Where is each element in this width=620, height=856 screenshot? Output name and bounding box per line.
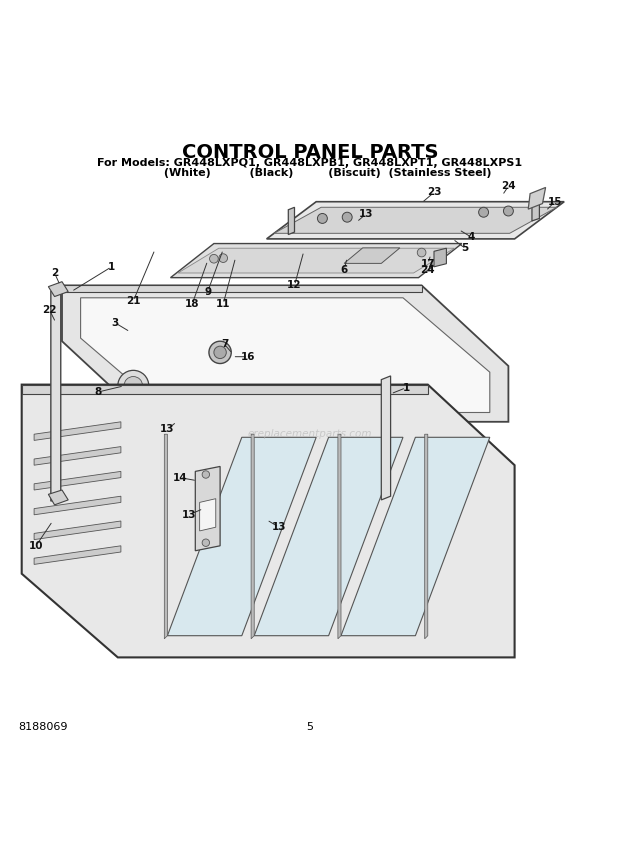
Circle shape xyxy=(202,539,210,546)
Circle shape xyxy=(503,206,513,216)
Polygon shape xyxy=(254,437,403,636)
Circle shape xyxy=(210,254,218,263)
Polygon shape xyxy=(200,499,216,531)
Text: CONTROL PANEL PARTS: CONTROL PANEL PARTS xyxy=(182,143,438,162)
Text: 4: 4 xyxy=(467,232,475,242)
Text: 16: 16 xyxy=(241,352,255,362)
Polygon shape xyxy=(195,467,220,550)
Text: 21: 21 xyxy=(126,296,141,306)
Circle shape xyxy=(219,253,228,263)
Text: 5: 5 xyxy=(461,243,469,253)
Text: 8: 8 xyxy=(94,387,102,397)
Text: For Models: GR448LXPQ1, GR448LXPB1, GR448LXPT1, GR448LXPS1: For Models: GR448LXPQ1, GR448LXPB1, GR44… xyxy=(97,158,523,169)
Circle shape xyxy=(118,371,149,401)
Circle shape xyxy=(417,248,426,257)
Polygon shape xyxy=(34,496,121,514)
Circle shape xyxy=(214,346,226,359)
Polygon shape xyxy=(167,437,316,636)
Circle shape xyxy=(317,213,327,223)
Text: ereplacementparts.com: ereplacementparts.com xyxy=(248,429,372,439)
Text: 13: 13 xyxy=(272,522,286,532)
Text: 8188069: 8188069 xyxy=(19,722,68,732)
Text: 17: 17 xyxy=(420,259,435,269)
Polygon shape xyxy=(34,521,121,539)
Polygon shape xyxy=(425,434,428,639)
Polygon shape xyxy=(381,376,391,500)
Circle shape xyxy=(342,212,352,223)
Text: 14: 14 xyxy=(172,473,187,483)
Polygon shape xyxy=(532,193,539,221)
Text: 9: 9 xyxy=(204,287,211,296)
Text: 1: 1 xyxy=(108,262,115,272)
Circle shape xyxy=(202,471,210,479)
Polygon shape xyxy=(274,207,557,234)
Text: 22: 22 xyxy=(42,306,57,315)
Text: (White)          (Black)         (Biscuit)  (Stainless Steel): (White) (Black) (Biscuit) (Stainless Ste… xyxy=(129,168,491,177)
Polygon shape xyxy=(62,285,508,422)
Polygon shape xyxy=(81,298,490,413)
Polygon shape xyxy=(341,437,490,636)
Text: 5: 5 xyxy=(306,722,314,732)
Polygon shape xyxy=(48,282,68,296)
Polygon shape xyxy=(251,434,254,639)
Text: 13: 13 xyxy=(160,425,175,434)
Polygon shape xyxy=(288,207,294,235)
Polygon shape xyxy=(344,248,400,264)
Text: 2: 2 xyxy=(51,268,58,278)
Text: 18: 18 xyxy=(185,299,200,309)
Text: 24: 24 xyxy=(420,265,435,275)
Text: 1: 1 xyxy=(402,383,410,393)
Circle shape xyxy=(479,207,489,217)
Circle shape xyxy=(209,342,231,364)
Polygon shape xyxy=(22,384,428,394)
Polygon shape xyxy=(170,244,462,277)
Polygon shape xyxy=(22,384,515,657)
Text: 12: 12 xyxy=(287,281,302,290)
Polygon shape xyxy=(528,187,546,209)
Text: 6: 6 xyxy=(340,265,348,275)
Text: 23: 23 xyxy=(427,187,441,198)
Polygon shape xyxy=(434,248,446,267)
Text: 11: 11 xyxy=(216,299,231,309)
Polygon shape xyxy=(34,422,121,440)
Text: 13: 13 xyxy=(182,510,197,520)
Polygon shape xyxy=(267,202,564,239)
Polygon shape xyxy=(338,434,341,639)
Text: 10: 10 xyxy=(29,541,43,550)
Text: 15: 15 xyxy=(547,197,562,206)
Text: 7: 7 xyxy=(221,339,228,349)
Polygon shape xyxy=(34,447,121,465)
Text: 13: 13 xyxy=(358,209,373,219)
Circle shape xyxy=(124,377,143,395)
Polygon shape xyxy=(51,287,61,501)
Polygon shape xyxy=(178,248,454,273)
Polygon shape xyxy=(34,472,121,490)
Polygon shape xyxy=(164,434,167,639)
Polygon shape xyxy=(62,285,422,292)
Text: 24: 24 xyxy=(501,181,516,191)
Polygon shape xyxy=(48,490,68,505)
Text: 3: 3 xyxy=(111,318,118,328)
Polygon shape xyxy=(34,546,121,564)
